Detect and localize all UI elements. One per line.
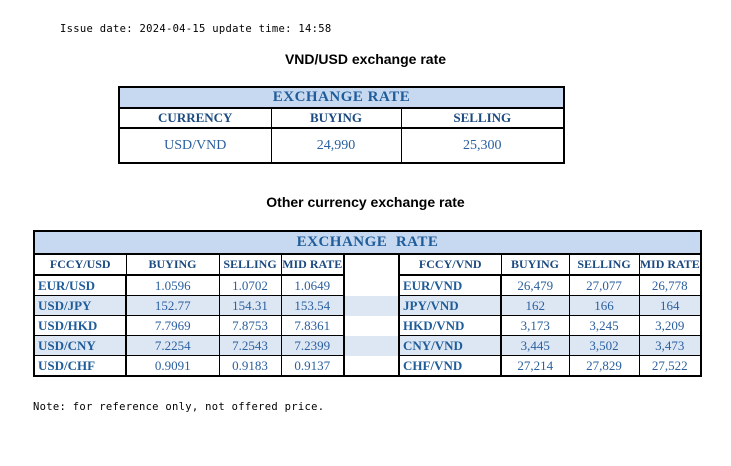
table-row: USD/CNY 7.2254 7.2543 7.2399 CNY/VND 3,4… [33,335,702,356]
mid-rate-cell: 3,473 [638,335,702,356]
column-header-mid-rate: MID RATE [280,253,345,276]
table-row: USD/VND 24,990 25,300 [118,127,565,164]
gap-cell [343,355,400,376]
selling-rate-cell: 3,502 [568,335,640,356]
note-text: Note: for reference only, not offered pr… [33,401,325,413]
column-header-mid-rate: MID RATE [638,253,702,276]
mid-rate-cell: 164 [638,295,702,316]
column-header-selling: SELLING [218,253,282,276]
mid-rate-cell: 1.0649 [280,274,345,296]
currency-pair-cell: CHF/VND [398,355,502,377]
currency-pair-cell: USD/CNY [33,335,127,356]
column-header-fccy-vnd: FCCY/VND [398,253,502,276]
selling-rate-cell: 166 [568,295,640,316]
buying-rate-cell: 26,479 [500,274,570,296]
currency-pair-cell: HKD/VND [398,315,502,336]
currency-pair-cell: EUR/USD [33,274,127,296]
mid-rate-cell: 153.54 [280,295,345,316]
exchange-rate-band: EXCHANGE RATE [118,86,565,109]
gap-cell [343,254,400,275]
column-header-fccy-usd: FCCY/USD [33,253,127,276]
gap-cell [343,275,400,296]
selling-rate-cell: 0.9183 [218,355,282,377]
selling-rate-cell: 7.8753 [218,315,282,336]
currency-pair-cell: JPY/VND [398,295,502,316]
mid-rate-cell: 27,522 [638,355,702,377]
mid-rate-cell: 3,209 [638,315,702,336]
mid-rate-cell: 0.9137 [280,355,345,377]
gap-cell [343,335,400,356]
table-row: EUR/USD 1.0596 1.0702 1.0649 EUR/VND 26,… [33,274,702,296]
buying-rate-cell: 1.0596 [125,274,220,296]
buying-rate-cell: 162 [500,295,570,316]
usd-rate-title: VND/USD exchange rate [284,51,447,67]
gap-cell [343,315,400,336]
selling-rate-cell: 7.2543 [218,335,282,356]
buying-rate-cell: 3,173 [500,315,570,336]
buying-rate-cell: 24,990 [270,127,402,164]
column-header-selling: SELLING [400,107,565,129]
buying-rate-cell: 152.77 [125,295,220,316]
table-row: USD/HKD 7.7969 7.8753 7.8361 HKD/VND 3,1… [33,315,702,336]
selling-rate-cell: 27,829 [568,355,640,377]
currency-pair-cell: EUR/VND [398,274,502,296]
selling-rate-cell: 1.0702 [218,274,282,296]
buying-rate-cell: 0.9091 [125,355,220,377]
selling-rate-cell: 27,077 [568,274,640,296]
buying-rate-cell: 3,445 [500,335,570,356]
buying-rate-cell: 27,214 [500,355,570,377]
currency-pair-cell: USD/HKD [33,315,127,336]
table-row: USD/CHF 0.9091 0.9183 0.9137 CHF/VND 27,… [33,355,702,377]
mid-rate-cell: 26,778 [638,274,702,296]
exchange-rate-band: EXCHANGE RATE [33,230,702,255]
usd-rate-table: EXCHANGE RATE CURRENCY BUYING SELLING US… [118,86,565,164]
mid-rate-cell: 7.2399 [280,335,345,356]
gap-cell [343,295,400,316]
column-header-selling: SELLING [568,253,640,276]
mid-rate-cell: 7.8361 [280,315,345,336]
currency-pair-cell: USD/JPY [33,295,127,316]
table-row: USD/JPY 152.77 154.31 153.54 JPY/VND 162… [33,295,702,316]
other-rate-table: EXCHANGE RATE FCCY/USD BUYING SELLING MI… [33,230,703,377]
issue-date-text: Issue date: 2024-04-15 update time: 14:5… [60,23,332,35]
currency-pair-cell: USD/VND [118,127,272,164]
column-header-buying: BUYING [500,253,570,276]
selling-rate-cell: 3,245 [568,315,640,336]
column-header-buying: BUYING [270,107,402,129]
currency-pair-cell: USD/CHF [33,355,127,377]
buying-rate-cell: 7.7969 [125,315,220,336]
column-header-buying: BUYING [125,253,220,276]
buying-rate-cell: 7.2254 [125,335,220,356]
other-rate-title: Other currency exchange rate [266,194,465,210]
selling-rate-cell: 154.31 [218,295,282,316]
column-header-currency: CURRENCY [118,107,272,129]
selling-rate-cell: 25,300 [400,127,565,164]
currency-pair-cell: CNY/VND [398,335,502,356]
